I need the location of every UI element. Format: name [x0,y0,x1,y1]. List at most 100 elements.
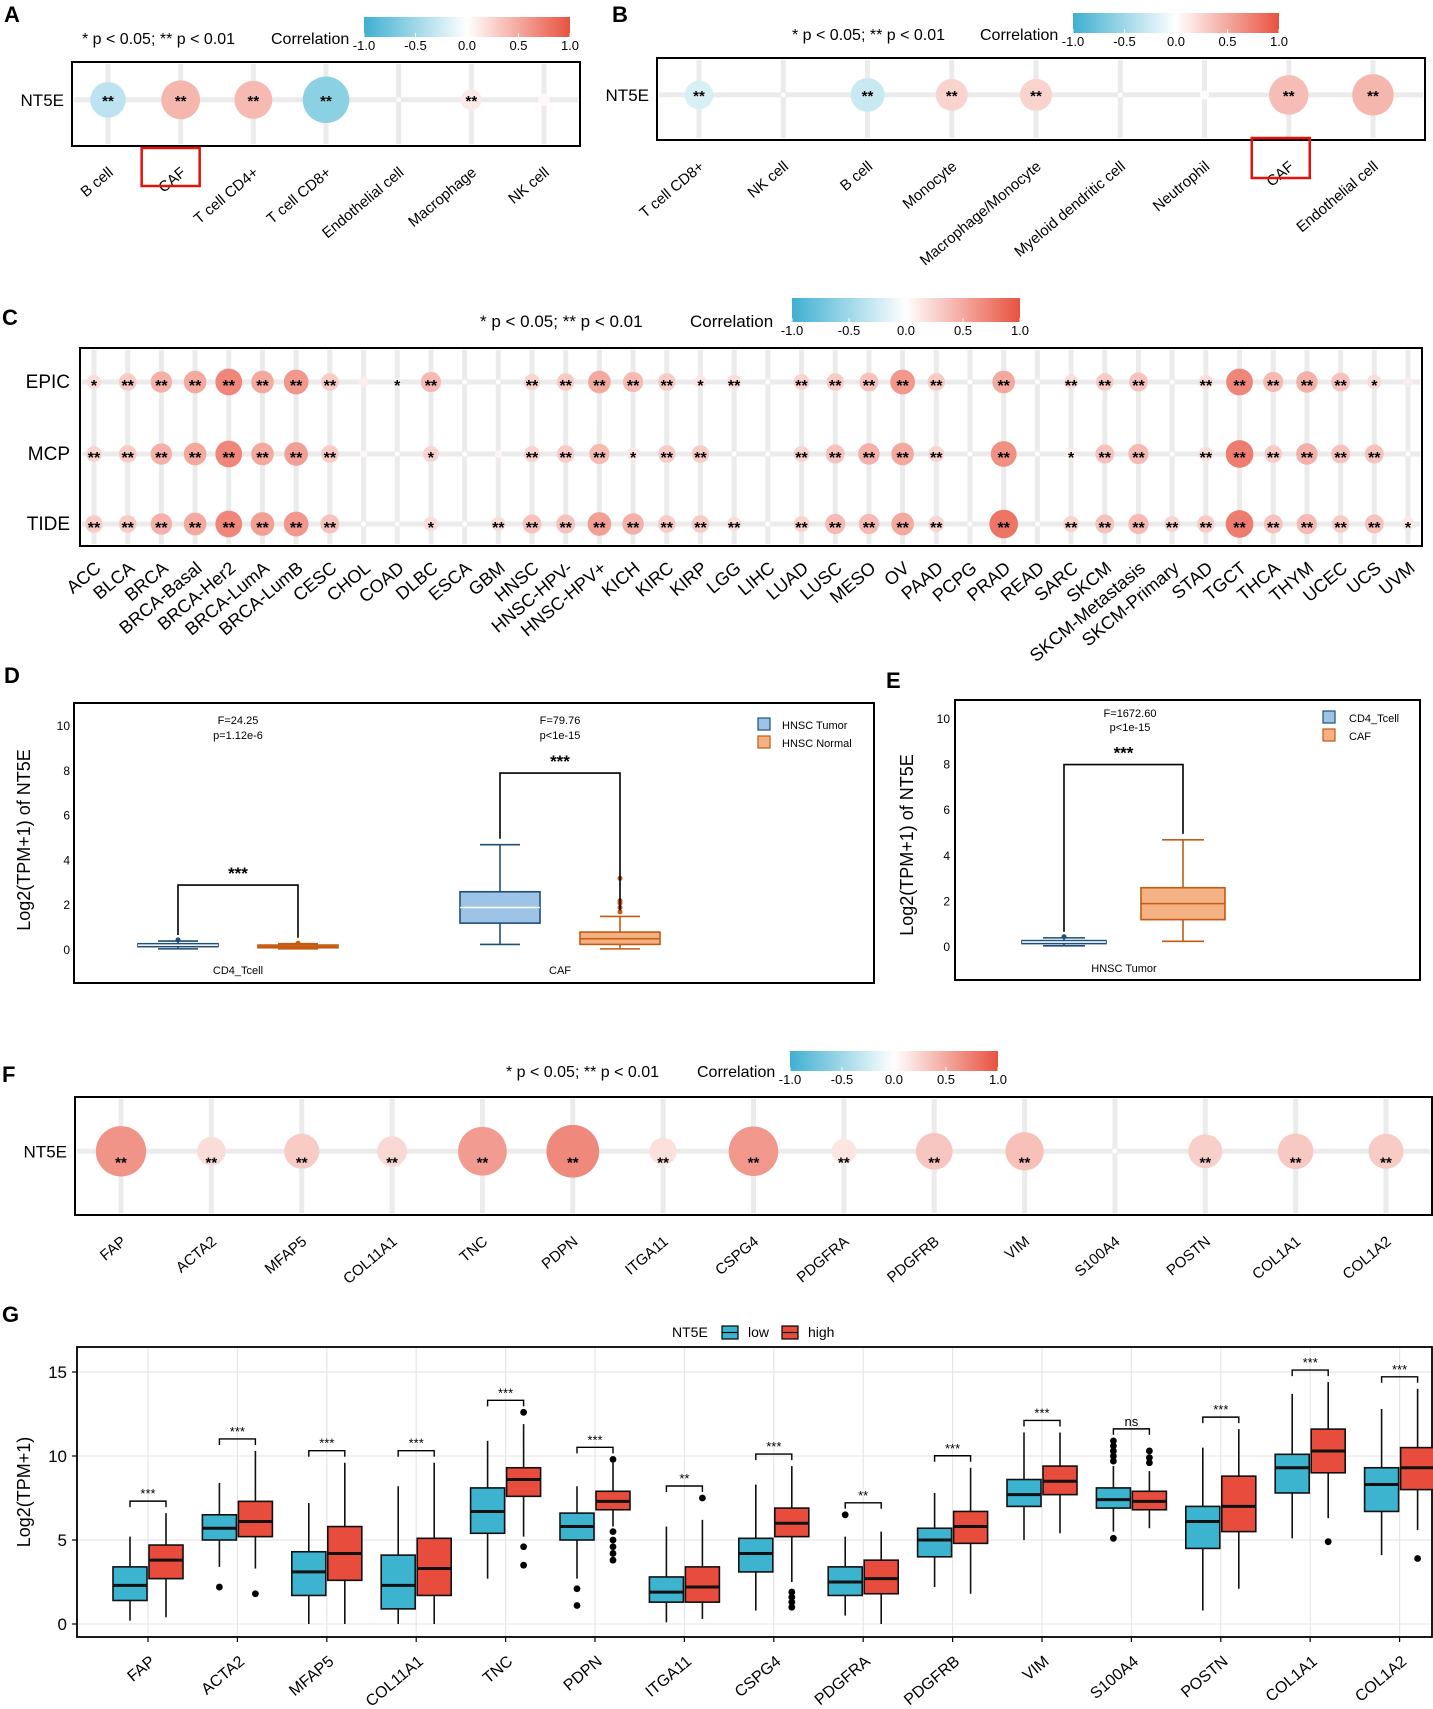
box-high-CSPG4-outlier [788,1588,796,1596]
bubble-EPIC-CHOL [358,376,369,388]
tick-label-ACTA2: ACTA2 [173,1233,220,1276]
bubble-TIDE-DLBC [423,516,439,532]
significance-mark: ** [223,378,236,395]
box-low-S100A4-outlier [1110,1534,1117,1542]
bubble-MCP-UCS [1364,444,1384,464]
colorbar-tick-label: 1.0 [989,1072,1007,1087]
tick-label-CAF: CAF [155,164,189,196]
tick-label-NK cell: NK cell [505,164,552,208]
significance-stars: *** [228,864,248,883]
significance-mark: ** [928,1154,940,1171]
y-tick-label: 8 [943,758,950,772]
colorbar-title: Correlation [271,31,349,48]
tick-label-B cell: B cell [837,158,876,195]
bubble-EPIC-PRAD [992,370,1016,394]
bubble-ACTA2 [197,1136,226,1166]
significance-note: * p < 0.05; ** p < 0.01 [792,27,945,44]
significance-mark: ** [121,450,134,467]
box-high-PDPN-outlier [609,1536,617,1544]
significance-mark: ** [320,93,332,110]
box-low-VIM-box [1006,1478,1042,1508]
significance-mark: ** [1301,378,1314,395]
panel-G: NT5E low high 0 5 10 15 Log2(TPM+1) *** FAP *** ACT… [14,1324,1433,1709]
bubble-EPIC-CESC [321,373,339,391]
bubble-TIDE-SARC [1063,516,1080,532]
significance-mark: ** [1199,1154,1211,1171]
box-low-FAP-box [112,1566,148,1602]
significance-mark: ** [324,520,337,537]
significance-stars: *** [766,1439,781,1454]
significance-note: * p < 0.05; ** p < 0.01 [82,31,235,48]
bubble-EPIC-LIHC [765,379,771,385]
significance-mark: ** [896,520,909,537]
box-high-PDPN-outlier [609,1543,617,1551]
y-tick-label: 0 [58,1615,67,1634]
box-high-CSPG4-outlier [788,1598,796,1606]
significance-mark: ** [1367,88,1379,105]
bubble-MCP-HNSC-HPV- [556,445,575,463]
bubble-TIDE-LGG [726,516,742,532]
bubble-TIDE-BRCA-Her2 [215,510,243,538]
bubble-EPIC-HNSC-HPV+ [588,370,611,394]
box-high-TNC-outlier [520,1408,527,1416]
significance-mark: ** [795,450,808,467]
bubble-Endothelial cell [396,97,402,103]
box-CD4_Tcell-HNSC Normal-outlier [295,940,301,946]
significance-stars: ** [858,1488,868,1503]
bubble-TIDE-BRCA-LumA [250,512,275,536]
bubble-TIDE-KICH [622,513,644,535]
bubble-CSPG4 [728,1126,779,1177]
bubble-MCP-PAAD [928,446,945,462]
panel-C: * p < 0.05; ** p < 0.01 Correlation -1.0 -0… [26,298,1423,666]
bubble-TIDE-THCA [1263,514,1283,534]
panel-label: F [2,1062,15,1087]
significance-mark: ** [1233,378,1246,395]
row-label: NT5E [21,91,64,110]
panel-E: 0 2 4 6 8 10 Log2(TPM+1) of NT5E F=1672.60 p<1e-… [897,699,1421,981]
box-low-ACTA2-outlier [216,1583,223,1591]
bubble-Neutrophil [1199,90,1210,100]
bubble-Macrophage [460,89,482,111]
y-tick-label: 2 [943,894,950,908]
tick-label-FAP: FAP [124,1653,158,1685]
significance-bracket [665,1485,704,1492]
tick-label-PDGFRA: PDGFRA [794,1233,853,1286]
significance-bracket [499,772,621,911]
tick-label-PDGFRB: PDGFRB [901,1653,963,1709]
box-CD4_Tcell-outlier [1061,934,1067,940]
colorbar-tick-label: 0.0 [885,1072,903,1087]
panel-label: B [612,2,628,27]
significance-mark: ** [1099,520,1112,537]
box-low-S100A4-outlier [1110,1457,1117,1465]
significance-mark: ** [559,520,572,537]
significance-mark: ** [1065,378,1078,395]
box-low-S100A4-box [1095,1487,1132,1509]
bubble-TIDE-UVM [1401,517,1415,531]
panel-label: C [2,305,18,330]
tick-label-S100A4: S100A4 [1087,1653,1142,1703]
tick-label-PDPN: PDPN [538,1233,581,1273]
tick-label-Monocyte: Monocyte [900,158,961,213]
significance-mark: ** [175,93,187,110]
box-low-MFAP5-box [290,1550,327,1597]
significance-mark: ** [795,378,808,395]
significance-mark: ** [1290,1154,1302,1171]
y-tick-label: 0 [63,943,70,957]
box-high-TNC-box [505,1466,542,1498]
colorbar-title: Correlation [690,312,773,331]
tick-label-VIM: VIM [1002,1233,1033,1263]
bubble-EPIC-HNSC-HPV- [556,373,575,391]
panel-label: A [4,2,20,27]
box-high-S100A4-outlier [1146,1447,1153,1455]
bubble-MCP-LUAD [793,446,810,462]
colorbar [1073,13,1279,33]
bubble-EPIC-SKCM [1096,373,1114,391]
significance-mark: ** [1283,88,1295,105]
box-low-S100A4-outlier [1110,1442,1117,1450]
significance-mark: ** [526,378,539,395]
tick-label-T cell CD4+: T cell CD4+ [191,164,262,228]
significance-mark: ** [661,378,674,395]
box-high-ITGA11-box [684,1566,721,1603]
panel-B: * p < 0.05; ** p < 0.01 Correlation -1.0 -0… [606,13,1426,269]
